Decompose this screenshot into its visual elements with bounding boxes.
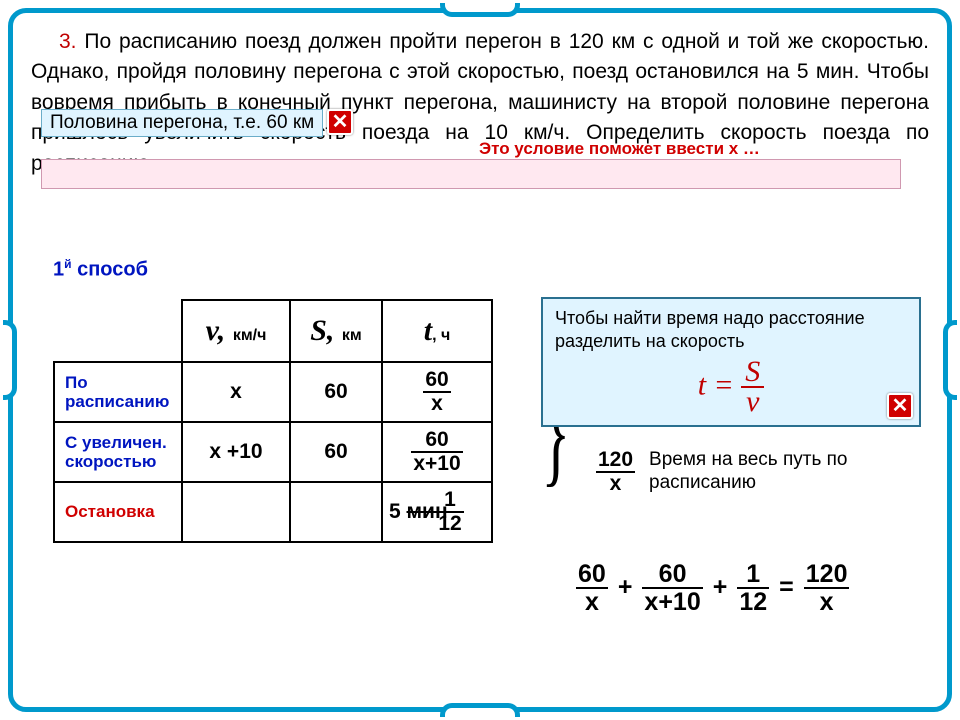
data-table: v, км/ч S, км t, ч По расписанию х 60 60… [53,299,493,543]
table-row: По расписанию х 60 60х [54,362,492,422]
frame-notch [440,703,520,717]
cell-v: х +10 [182,422,290,482]
cell-t: 60х [382,362,492,422]
table-corner [54,300,182,362]
close-icon[interactable]: ✕ [887,393,913,419]
table-row: С увеличен. скоростью х +10 60 60х+10 [54,422,492,482]
equation: 60х + 60х+10 + 112 = 120х [576,561,849,616]
hint-text: Чтобы найти время надо расстояние раздел… [555,308,865,351]
cell-s: 60 [290,362,382,422]
col-v: v, км/ч [182,300,290,362]
cell-s [290,482,382,542]
row-label: По расписанию [54,362,182,422]
row-label: Остановка [54,482,182,542]
red-hint-label: Это условие поможет ввести х … [479,139,760,159]
problem-number: 3. [31,30,77,53]
col-s: S, км [290,300,382,362]
col-t: t, ч [382,300,492,362]
total-time-label: Время на весь путь по расписанию [649,449,929,495]
cell-t: 5 мин 112 [382,482,492,542]
hint-formula: t = Sv [555,358,907,417]
slide-content: 3. По расписанию поезд должен пройти пер… [31,27,929,693]
slide-frame: 3. По расписанию поезд должен пройти пер… [8,8,952,712]
callout-pink [41,159,901,189]
row-label: С увеличен. скоростью [54,422,182,482]
table-row: Остановка 5 мин 112 [54,482,492,542]
total-time: 120х Время на весь путь по расписанию [596,449,929,495]
cell-v [182,482,290,542]
close-icon[interactable]: ✕ [327,109,353,135]
callout-half-text: Половина перегона, т.е. 60 км [50,112,314,133]
callout-half: Половина перегона, т.е. 60 км [41,109,323,137]
frame-notch [3,320,17,400]
frame-notch [943,320,957,400]
hint-box: Чтобы найти время надо расстояние раздел… [541,297,921,427]
cell-t: 60х+10 [382,422,492,482]
frame-notch [440,3,520,17]
cell-v: х [182,362,290,422]
method-label: 1й способ [53,257,148,282]
cell-s: 60 [290,422,382,482]
